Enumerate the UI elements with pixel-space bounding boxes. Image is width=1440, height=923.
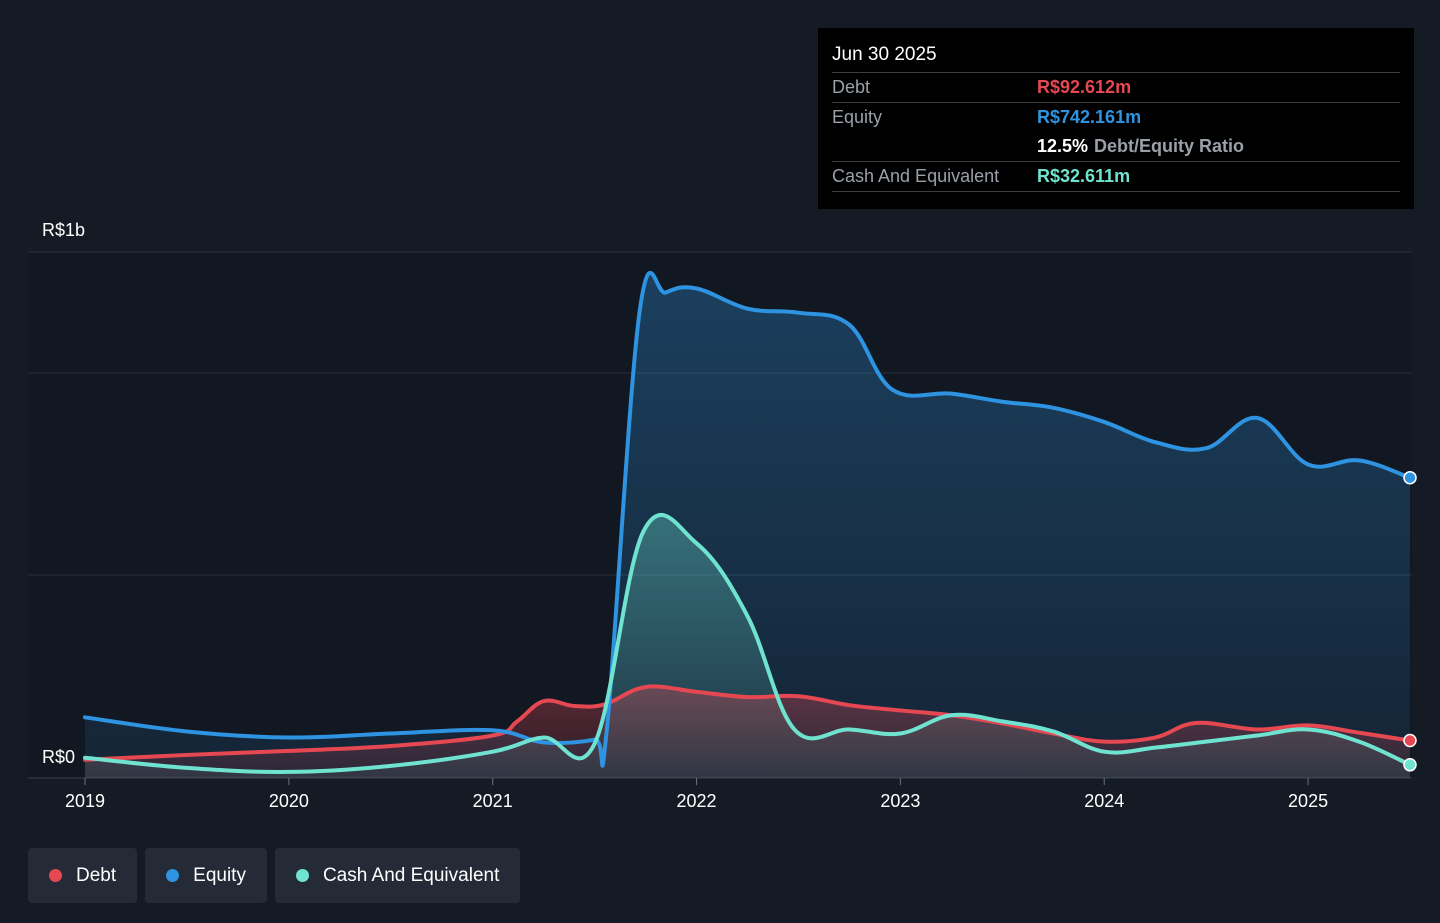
cash-area	[85, 514, 1410, 778]
tooltip-equity-value: R$742.161m	[1037, 107, 1142, 127]
tooltip-ratio-label: Debt/Equity Ratio	[1094, 136, 1245, 156]
tooltip-cash-row: Cash And Equivalent R$32.611m	[832, 162, 1400, 192]
legend-item-cash[interactable]: Cash And Equivalent	[274, 848, 521, 903]
y-axis-top-label: R$1b	[42, 220, 85, 240]
tooltip-equity-label: Equity	[832, 107, 883, 127]
cash-endpoint	[1403, 758, 1417, 772]
tooltip-debt-label: Debt	[832, 77, 871, 97]
chart-legend: Debt Equity Cash And Equivalent	[28, 848, 521, 903]
debt-area	[85, 686, 1410, 778]
tooltip-cash-label: Cash And Equivalent	[832, 166, 1000, 186]
cash-line	[83, 513, 1412, 774]
x-tick-label-2023: 2023	[880, 791, 920, 811]
tooltip-ratio-value: 12.5%	[1037, 136, 1089, 156]
tooltip-date: Jun 30 2025	[832, 42, 1400, 73]
legend-dot-cash-icon	[295, 869, 309, 882]
debt-line	[83, 684, 1412, 762]
equity-area	[85, 272, 1410, 778]
tooltip-cash-value: R$32.611m	[1037, 166, 1131, 186]
x-tick-label-2024: 2024	[1084, 791, 1124, 811]
x-tick-label-2022: 2022	[677, 791, 717, 811]
legend-label-cash: Cash And Equivalent	[322, 864, 500, 886]
x-tick-label-2021: 2021	[473, 791, 513, 811]
tooltip-panel: Jun 30 2025 Debt R$92.612m Equity R$742.…	[818, 28, 1414, 209]
tooltip-equity-row: Equity R$742.161m	[832, 103, 1400, 132]
debt-endpoint	[1403, 733, 1417, 748]
x-tick-label-2019: 2019	[65, 791, 105, 811]
tooltip-debt-row: Debt R$92.612m	[832, 73, 1400, 103]
legend-dot-equity-icon	[166, 869, 180, 882]
tooltip-debt-value: R$92.612m	[1037, 77, 1132, 97]
legend-item-equity[interactable]: Equity	[145, 848, 267, 903]
legend-label-equity: Equity	[193, 864, 246, 886]
legend-label-debt: Debt	[76, 864, 117, 886]
equity-line	[83, 270, 1412, 768]
x-tick-label-2020: 2020	[269, 791, 309, 811]
legend-dot-debt-icon	[49, 869, 62, 882]
tooltip-ratio-row: 12.5% Debt/Equity Ratio	[832, 132, 1400, 162]
x-tick-label-2025: 2025	[1288, 791, 1328, 811]
legend-item-debt[interactable]: Debt	[28, 848, 138, 903]
equity-endpoint	[1403, 470, 1417, 485]
y-axis-bottom-label: R$0	[42, 747, 75, 767]
